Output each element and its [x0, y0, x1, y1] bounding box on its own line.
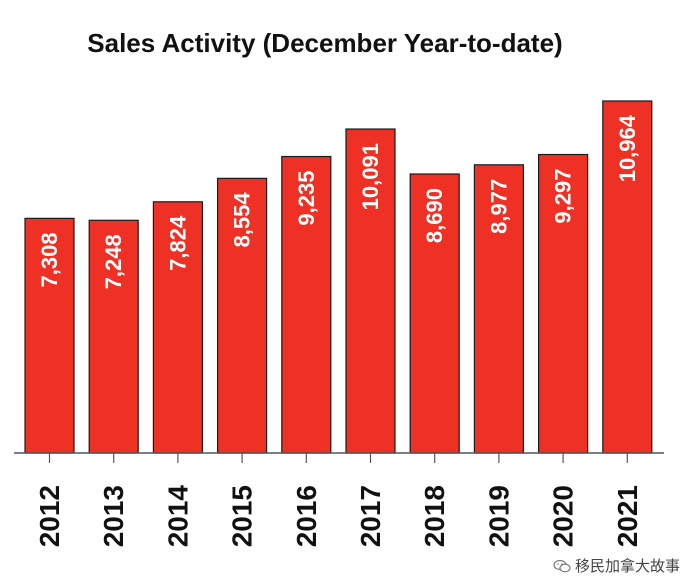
- value-label-2017: 10,091: [358, 143, 383, 210]
- value-label-2021: 10,964: [615, 114, 640, 182]
- value-label-2014: 7,824: [165, 215, 190, 271]
- x-tick-label-2014: 2014: [162, 485, 193, 548]
- value-label-2015: 8,554: [230, 192, 255, 248]
- value-label-2013: 7,248: [101, 234, 126, 289]
- bar-2017: [345, 128, 396, 454]
- bar-2014: [152, 201, 203, 454]
- bar-2013: [88, 219, 139, 454]
- value-label-2020: 9,297: [551, 169, 576, 224]
- x-axis-ticks: [48, 453, 628, 463]
- value-label-2019: 8,977: [486, 179, 511, 234]
- x-tick-label-2013: 2013: [98, 485, 129, 547]
- x-axis-labels: 2012 2013 2014 2015 2016 2017 2018 2019 2020 2021: [34, 485, 643, 548]
- watermark-text: 移民加拿大故事: [574, 557, 680, 575]
- x-tick-label-2012: 2012: [34, 485, 65, 547]
- bar-2015: [217, 177, 268, 454]
- bars-group: 7,308 7,248 7,824 8,554 9,235 10,091 8,690 8,97…: [24, 100, 653, 454]
- value-label-2012: 7,308: [37, 232, 62, 287]
- x-tick-label-2016: 2016: [291, 485, 322, 547]
- bar-2012: [24, 217, 75, 454]
- watermark: 移民加拿大故事: [553, 555, 680, 576]
- x-tick-label-2021: 2021: [612, 485, 643, 547]
- x-tick-label-2018: 2018: [419, 485, 450, 547]
- x-tick-label-2015: 2015: [227, 485, 258, 547]
- bar-2021: [602, 100, 653, 454]
- x-tick-label-2017: 2017: [355, 485, 386, 547]
- bar-2019: [473, 164, 524, 454]
- x-tick-label-2020: 2020: [548, 485, 579, 547]
- value-label-2016: 9,235: [294, 171, 319, 226]
- x-tick-label-2019: 2019: [483, 485, 514, 547]
- wechat-icon: [553, 559, 571, 572]
- value-label-2018: 8,690: [422, 188, 447, 243]
- chart-title: Sales Activity (December Year-to-date): [87, 28, 562, 58]
